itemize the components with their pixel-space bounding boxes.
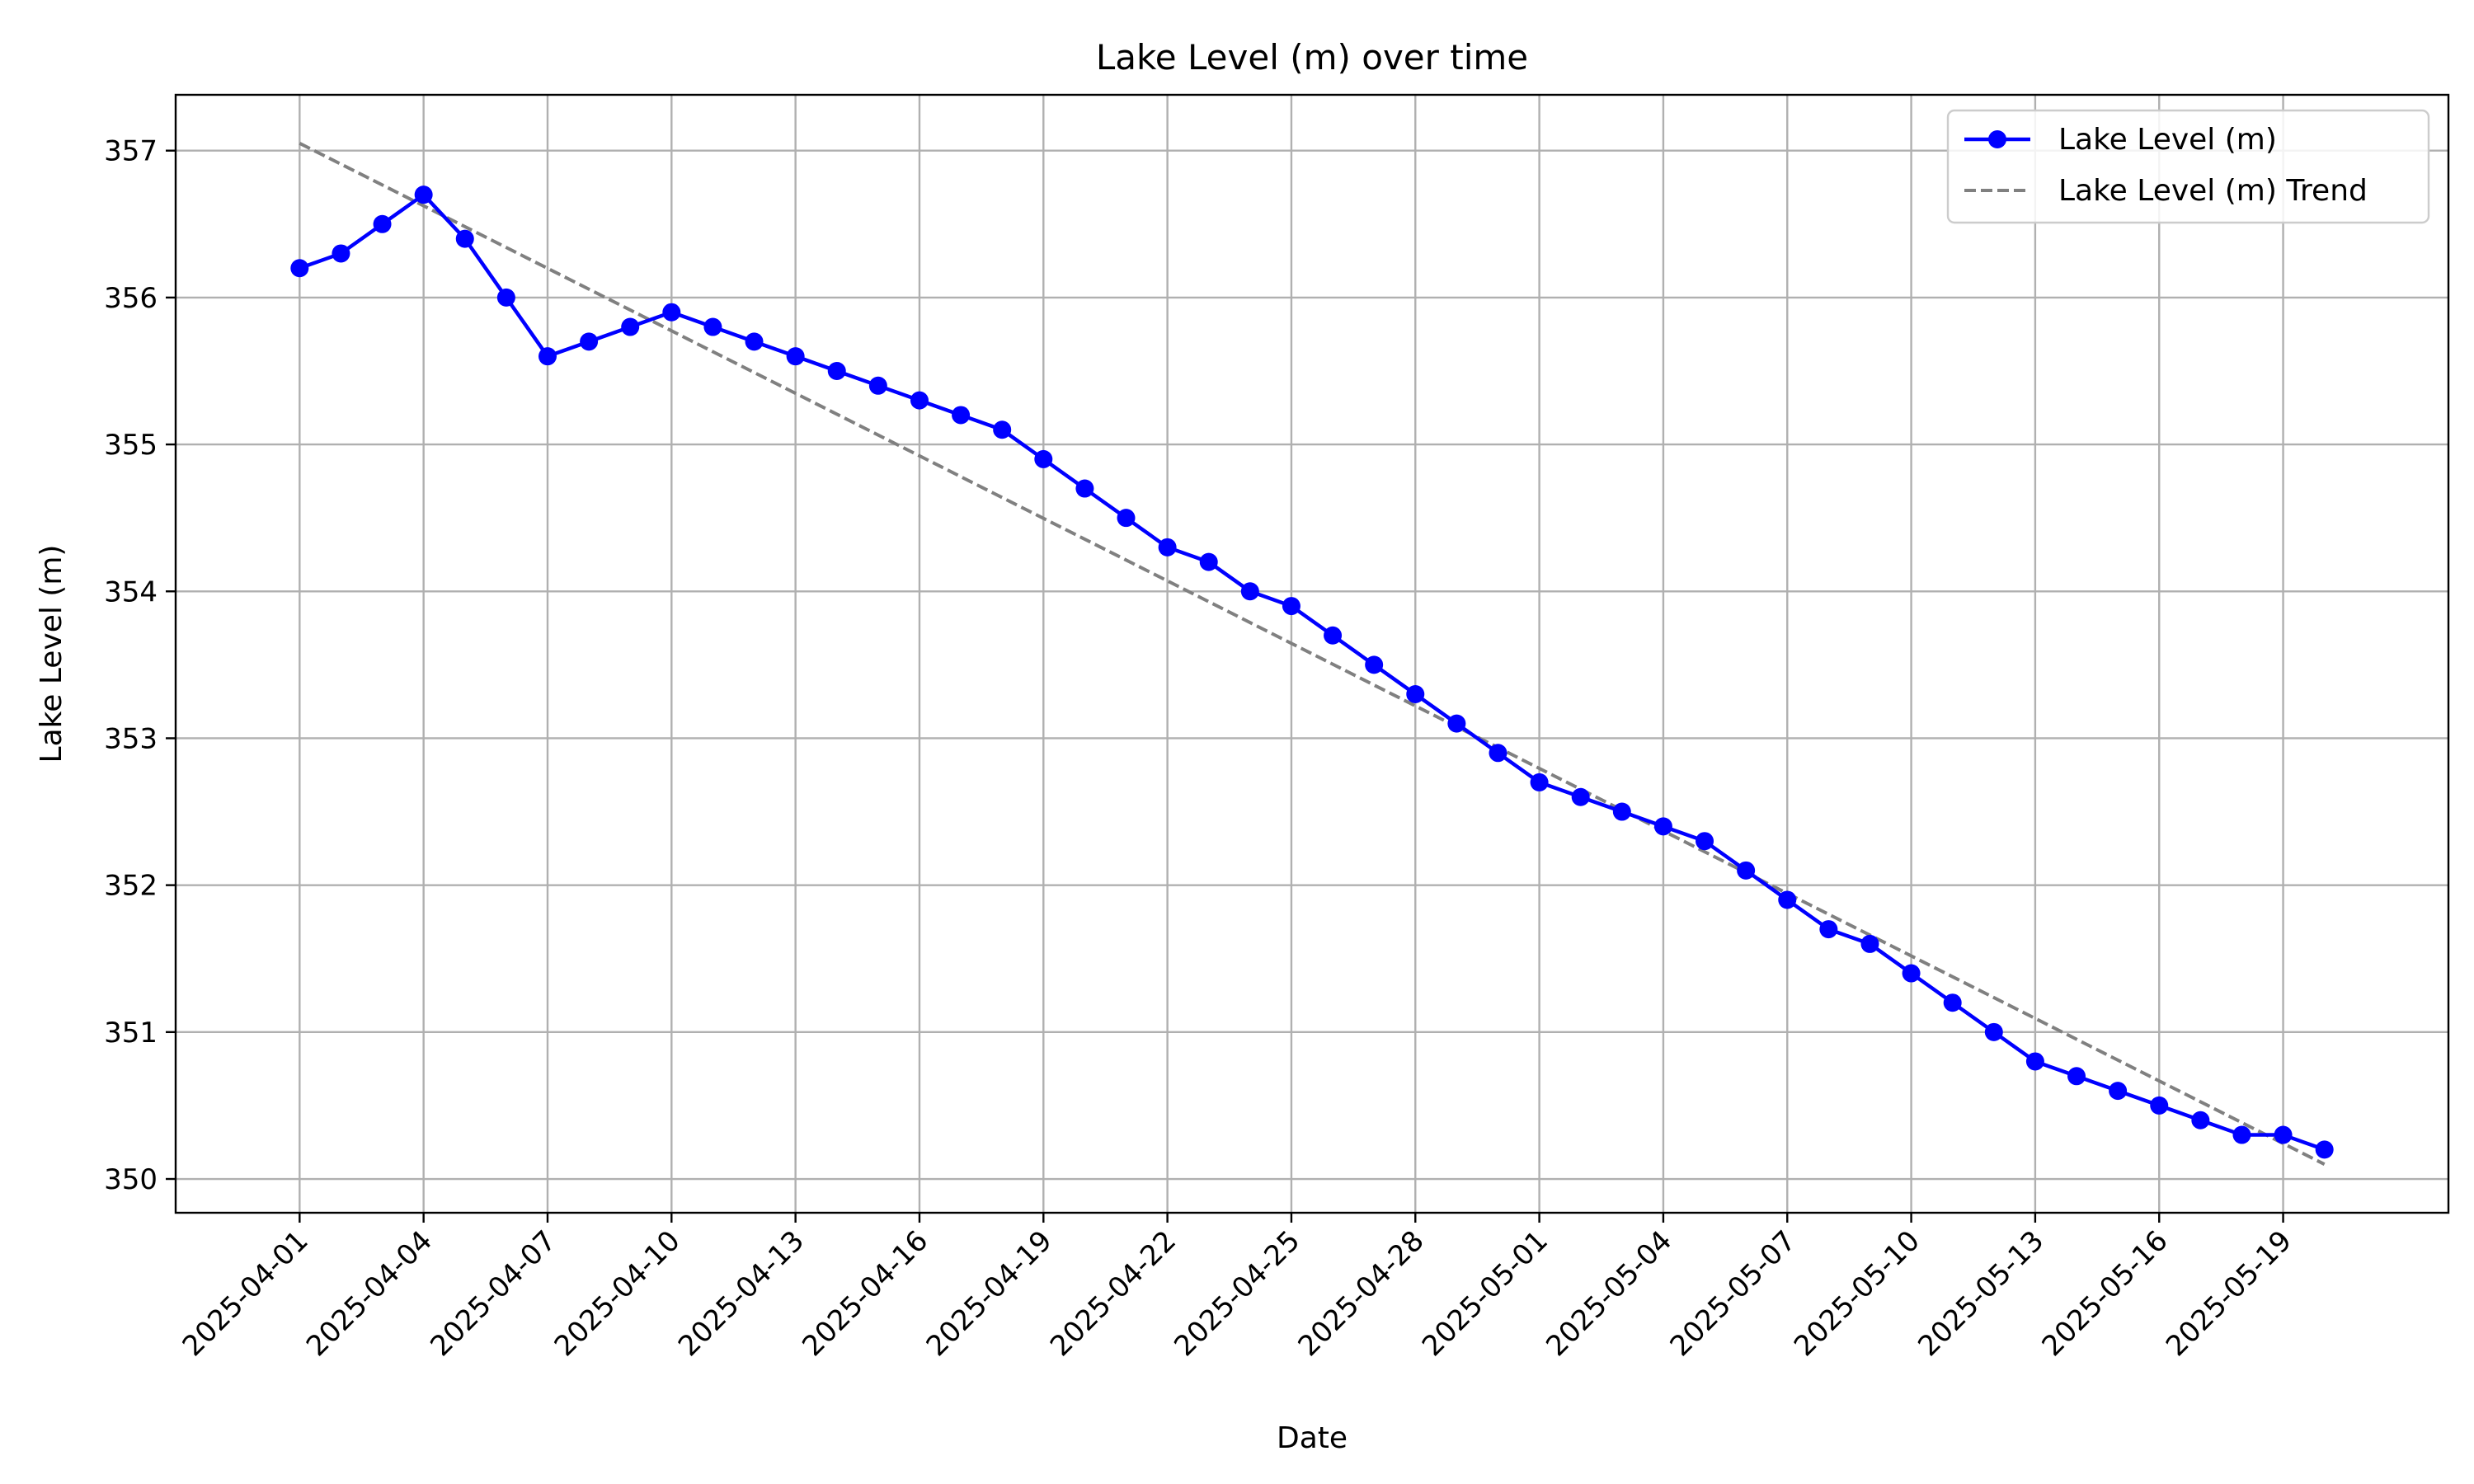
lake-level-point	[1902, 964, 1921, 983]
lake-level-point	[1489, 744, 1507, 763]
lake-level-point	[952, 406, 971, 425]
lake-level-point	[2232, 1125, 2251, 1144]
lake-level-point	[1819, 920, 1838, 939]
lake-level-point	[373, 214, 392, 233]
y-tick-label: 354	[104, 575, 158, 608]
lake-level-point	[786, 347, 805, 366]
lake-level-point	[2191, 1111, 2210, 1129]
legend-label-level: Lake Level (m)	[2058, 123, 2277, 157]
lake-level-point	[1696, 832, 1714, 851]
legend-box	[1946, 109, 2430, 224]
lake-level-point	[538, 347, 557, 366]
lake-level-point	[1653, 817, 1672, 836]
y-tick-label: 355	[104, 429, 158, 462]
lake-level-point	[2274, 1125, 2293, 1144]
lake-level-point	[290, 259, 309, 278]
lake-level-point	[1447, 714, 1466, 733]
lake-level-point	[2315, 1140, 2334, 1159]
lake-level-point	[455, 229, 474, 248]
trend-line	[299, 142, 2326, 1166]
lake-level-point	[868, 376, 887, 395]
lake-level-point	[1075, 479, 1094, 498]
lake-level-point	[621, 317, 640, 336]
y-tick-label: 352	[104, 870, 158, 903]
lake-level-point	[1324, 626, 1343, 645]
y-tick-label: 353	[104, 722, 158, 755]
lake-level-point	[1158, 538, 1177, 556]
lake-level-point	[745, 332, 764, 351]
lake-level-point	[1117, 509, 1136, 528]
lake-level-point	[1282, 597, 1300, 616]
lake-level-point	[827, 361, 846, 380]
lake-level-point	[1612, 802, 1631, 821]
lake-level-point	[496, 288, 515, 307]
y-tick-label: 351	[104, 1017, 158, 1050]
lake-level-point	[332, 244, 350, 263]
lake-level-point	[910, 391, 929, 410]
y-axis-label: Lake Level (m)	[35, 545, 68, 763]
y-tick-label: 350	[104, 1163, 158, 1196]
lake-level-point	[1778, 890, 1797, 909]
legend-marker-level	[1988, 130, 2006, 148]
lake-level-point	[1034, 449, 1053, 468]
lake-level-point	[580, 332, 599, 351]
lake-level-point	[414, 186, 433, 204]
lake-level-point	[2025, 1052, 2044, 1071]
lake-level-point	[1199, 552, 1218, 571]
y-tick-label: 357	[104, 135, 158, 168]
lake-level-point	[1571, 787, 1590, 806]
lake-level-point	[2150, 1096, 2169, 1115]
legend: Lake Level (m) Lake Level (m) Trend	[1946, 109, 2430, 224]
lake-level-point	[993, 420, 1012, 439]
lake-level-point	[1984, 1022, 2003, 1041]
lake-level-point	[662, 303, 681, 322]
plot-frame	[174, 93, 2450, 1214]
lake-level-point	[1530, 773, 1549, 791]
lake-level-point	[2109, 1082, 2128, 1101]
lake-level-point	[1365, 655, 1384, 674]
lake-level-point	[1860, 934, 1879, 953]
series-layer	[290, 142, 2334, 1166]
lake-level-point	[1406, 685, 1425, 704]
chart-title: Lake Level (m) over time	[1096, 37, 1528, 77]
legend-label-trend: Lake Level (m) Trend	[2058, 174, 2368, 208]
lake-level-point	[1737, 861, 1756, 880]
lake-level-point	[703, 317, 722, 336]
x-axis-label: Date	[1277, 1421, 1348, 1455]
y-tick-label: 356	[104, 282, 158, 315]
lake-level-point	[1943, 993, 1962, 1012]
grid	[176, 95, 2448, 1213]
lake-level-point	[2067, 1067, 2086, 1086]
lake-level-point	[1240, 582, 1259, 601]
